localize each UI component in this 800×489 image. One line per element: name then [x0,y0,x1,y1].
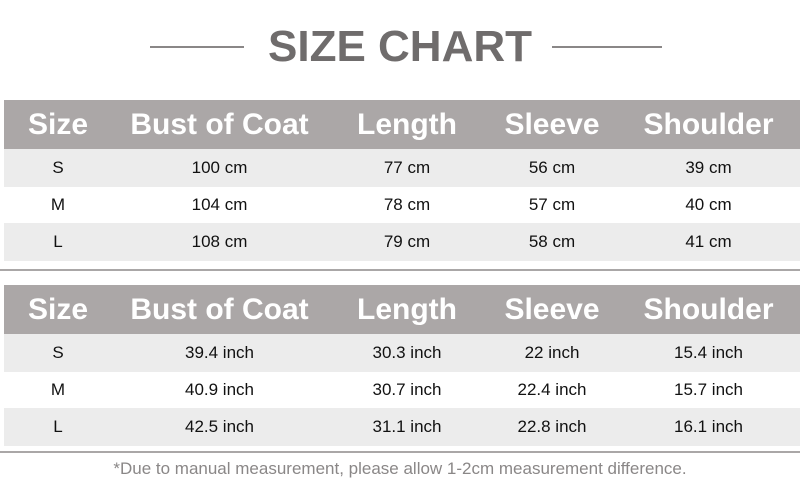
table-header-row: Size Bust of Coat Length Sleeve Shoulder [4,285,800,334]
table-row: M 40.9 inch 30.7 inch 22.4 inch 15.7 inch [4,372,800,408]
cell: 40.9 inch [112,372,327,408]
cell: L [4,408,112,446]
cell: 15.7 inch [617,372,800,408]
table-row: S 39.4 inch 30.3 inch 22 inch 15.4 inch [4,334,800,372]
cell: 41 cm [617,223,800,261]
table-row: S 100 cm 77 cm 56 cm 39 cm [4,149,800,187]
header-size: Size [4,100,112,149]
cell: 39 cm [617,149,800,187]
cell: 56 cm [487,149,617,187]
cell: 77 cm [327,149,487,187]
measurement-note: *Due to manual measurement, please allow… [113,459,687,478]
divider [0,269,800,271]
header-shoulder: Shoulder [617,100,800,149]
cell: 58 cm [487,223,617,261]
header-sleeve: Sleeve [487,100,617,149]
header-shoulder: Shoulder [617,285,800,334]
cell: S [4,149,112,187]
header-bust: Bust of Coat [112,100,327,149]
cell: 100 cm [112,149,327,187]
table-row: L 108 cm 79 cm 58 cm 41 cm [4,223,800,261]
cell: 57 cm [487,187,617,223]
cell: 30.7 inch [327,372,487,408]
cell: 108 cm [112,223,327,261]
page-title: SIZE CHART [268,22,532,71]
cell: 42.5 inch [112,408,327,446]
cell: 22 inch [487,334,617,372]
cell: 22.8 inch [487,408,617,446]
header-length: Length [327,100,487,149]
cell: M [4,372,112,408]
cell: L [4,223,112,261]
cell: 16.1 inch [617,408,800,446]
cell: 40 cm [617,187,800,223]
header-bust: Bust of Coat [112,285,327,334]
title-line-left [150,46,244,48]
title-line-right [552,46,662,48]
cell: 79 cm [327,223,487,261]
cm-size-table: Size Bust of Coat Length Sleeve Shoulder… [4,100,800,261]
cell: S [4,334,112,372]
cell: 15.4 inch [617,334,800,372]
divider [0,451,800,453]
cell: 104 cm [112,187,327,223]
cell: 78 cm [327,187,487,223]
table-row: L 42.5 inch 31.1 inch 22.8 inch 16.1 inch [4,408,800,446]
cell: 31.1 inch [327,408,487,446]
cell: M [4,187,112,223]
cell: 22.4 inch [487,372,617,408]
cell: 39.4 inch [112,334,327,372]
header-length: Length [327,285,487,334]
header-size: Size [4,285,112,334]
inch-size-table: Size Bust of Coat Length Sleeve Shoulder… [4,285,800,446]
header-sleeve: Sleeve [487,285,617,334]
cell: 30.3 inch [327,334,487,372]
table-row: M 104 cm 78 cm 57 cm 40 cm [4,187,800,223]
table-header-row: Size Bust of Coat Length Sleeve Shoulder [4,100,800,149]
